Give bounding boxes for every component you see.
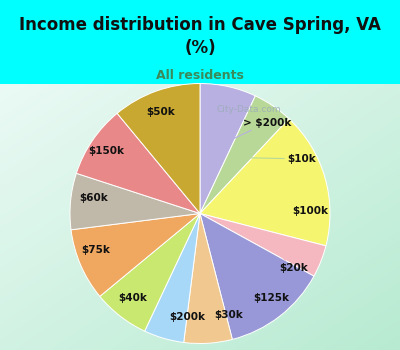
Wedge shape — [70, 173, 200, 230]
Text: $150k: $150k — [88, 146, 142, 174]
Text: All residents: All residents — [156, 69, 244, 82]
Text: $50k: $50k — [147, 107, 176, 147]
Wedge shape — [200, 214, 314, 340]
Wedge shape — [184, 214, 232, 343]
Text: Income distribution in Cave Spring, VA
(%): Income distribution in Cave Spring, VA (… — [19, 16, 381, 57]
Text: $100k: $100k — [268, 196, 328, 216]
Wedge shape — [76, 113, 200, 214]
Wedge shape — [200, 119, 330, 246]
Text: $125k: $125k — [243, 269, 290, 303]
Text: > $200k: > $200k — [217, 118, 292, 146]
Text: $20k: $20k — [265, 240, 308, 273]
Text: City-Data.com: City-Data.com — [217, 105, 282, 114]
Text: $60k: $60k — [79, 193, 130, 206]
Text: $30k: $30k — [206, 283, 243, 320]
Wedge shape — [117, 84, 200, 214]
Text: $40k: $40k — [118, 269, 157, 303]
Wedge shape — [200, 96, 289, 214]
Text: $75k: $75k — [82, 241, 135, 255]
Wedge shape — [145, 214, 200, 342]
Text: $200k: $200k — [169, 281, 205, 322]
Wedge shape — [200, 84, 255, 214]
Wedge shape — [71, 214, 200, 296]
Wedge shape — [100, 214, 200, 331]
Text: $10k: $10k — [241, 154, 316, 164]
Wedge shape — [200, 214, 326, 276]
